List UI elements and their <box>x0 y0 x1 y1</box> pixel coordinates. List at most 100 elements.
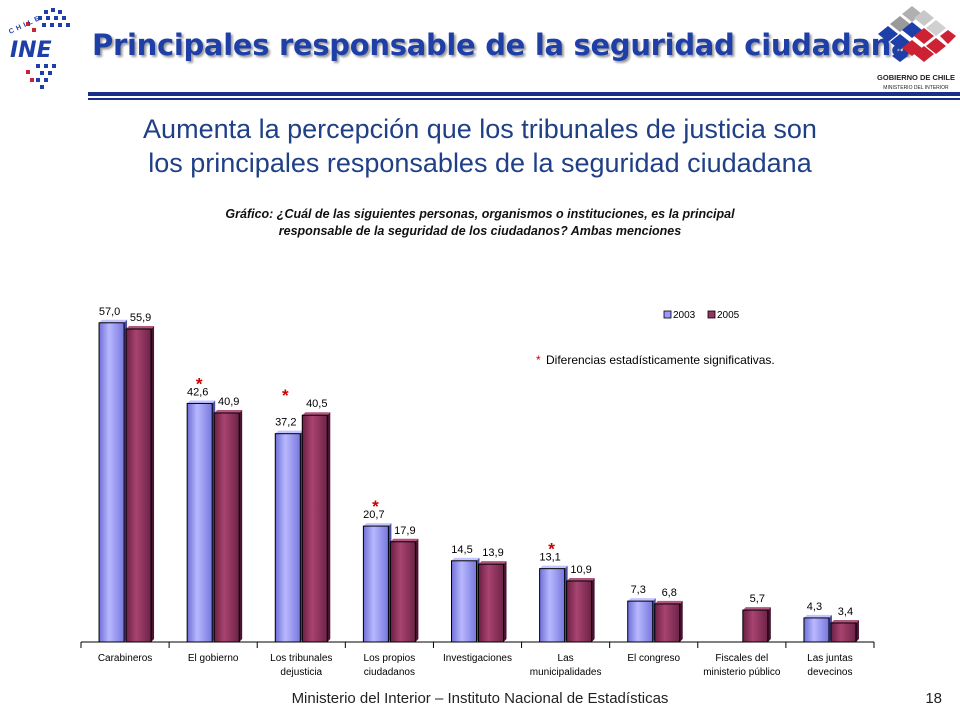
bar-top <box>275 430 304 434</box>
category-label: Las <box>558 653 574 664</box>
bar-2005-3 <box>389 541 416 643</box>
legend-label-2003: 2003 <box>673 310 696 321</box>
gobierno-emblem-icon <box>878 6 956 62</box>
bar-side <box>415 538 419 642</box>
data-label: 7,3 <box>631 584 646 596</box>
bar-top <box>478 561 507 565</box>
bar-2005-6 <box>654 603 681 643</box>
bar-top <box>539 565 568 569</box>
significance-marker: * <box>548 540 555 559</box>
data-label: 14,5 <box>451 544 472 556</box>
bar-top <box>214 409 243 413</box>
data-label: 3,4 <box>838 606 853 618</box>
category-label: Investigaciones <box>443 653 512 664</box>
data-label: 20,7 <box>363 509 384 521</box>
ine-logo: CHILE INE <box>6 4 86 94</box>
bar-2005-7 <box>742 609 769 643</box>
bar-2003-8 <box>803 617 830 643</box>
data-label: 40,9 <box>218 396 239 408</box>
bar-2003-5 <box>539 568 566 643</box>
caption-line-1: Gráfico: ¿Cuál de las siguientes persona… <box>225 207 735 221</box>
data-label: 42,6 <box>187 386 208 398</box>
bar-2005-0 <box>125 328 152 643</box>
bar-top <box>363 523 392 527</box>
chart-caption: Gráfico: ¿Cuál de las siguientes persona… <box>160 206 800 240</box>
bar-top <box>126 325 155 329</box>
bar-2003-2 <box>274 433 301 643</box>
category-label: municipalidades <box>530 667 602 678</box>
bar-side <box>239 409 243 642</box>
ine-dots-icon <box>36 8 70 89</box>
footer-text: Ministerio del Interior – Instituto Naci… <box>291 690 669 707</box>
data-label: 55,9 <box>130 312 151 324</box>
bar-2005-5 <box>566 580 593 643</box>
bar-side <box>591 577 595 642</box>
bar-side <box>327 412 331 642</box>
bar-side <box>151 325 155 642</box>
data-label: 6,8 <box>662 587 677 599</box>
significance-marker: * <box>372 497 379 516</box>
category-label: Carabineros <box>98 653 152 664</box>
data-label: 10,9 <box>570 564 591 576</box>
bar-top <box>99 319 128 323</box>
bar-2003-0 <box>98 322 125 643</box>
data-label: 40,5 <box>306 398 327 410</box>
gobierno-de-chile-logo: GOBIERNO DE CHILE MINISTERIO DEL INTERIO… <box>874 4 958 96</box>
data-label: 13,9 <box>482 547 503 559</box>
bar-2003-4 <box>451 560 477 643</box>
significance-marker: * <box>282 386 289 405</box>
bar-2003-6 <box>627 600 654 643</box>
significance-note-marker: * <box>536 353 541 367</box>
bar-top <box>654 600 683 604</box>
bar-top <box>830 619 859 623</box>
bar-top <box>451 557 480 561</box>
bar-top <box>627 598 656 602</box>
category-label: Las juntas <box>807 653 853 664</box>
caption-line-2: responsable de la seguridad de los ciuda… <box>278 224 682 238</box>
bar-2005-1 <box>213 412 240 643</box>
category-label: El gobierno <box>188 653 239 664</box>
bar-top <box>566 577 595 581</box>
significance-note: Diferencias estadísticamente significati… <box>546 353 775 367</box>
bar-2005-2 <box>301 414 328 643</box>
category-label: Los propios <box>364 653 416 664</box>
significance-marker: * <box>196 374 203 393</box>
subtitle-line-1: Aumenta la percepción que los tribunales… <box>143 114 817 144</box>
legend-swatch-2003 <box>663 310 672 319</box>
bar-2005-8 <box>830 622 857 643</box>
legend-label-2005: 2005 <box>717 310 740 321</box>
bar-side <box>503 561 507 642</box>
subtitle-line-2: los principales responsables de la segur… <box>148 148 812 178</box>
data-label: 13,1 <box>539 552 560 564</box>
bar-top <box>187 400 216 404</box>
ministerio-text: MINISTERIO DEL INTERIOR <box>883 85 949 91</box>
category-label: devecinos <box>807 667 852 678</box>
bar-side <box>679 600 683 642</box>
bar-top <box>742 607 771 611</box>
data-label: 5,7 <box>750 593 765 605</box>
bar-top <box>803 614 832 618</box>
bar-top <box>390 538 419 542</box>
header-rule-thin <box>88 98 960 100</box>
data-label: 37,2 <box>275 417 296 429</box>
data-label: 4,3 <box>807 601 822 613</box>
bar-top <box>302 412 331 416</box>
category-label: Los tribunales <box>270 653 332 664</box>
data-label: 57,0 <box>99 306 120 318</box>
ine-text: INE <box>10 38 52 63</box>
data-label: 17,9 <box>394 525 415 537</box>
bar-2003-3 <box>362 525 389 643</box>
bar-side <box>855 619 859 642</box>
gobierno-text: GOBIERNO DE CHILE <box>877 73 955 82</box>
legend-swatch-2005 <box>707 310 716 319</box>
bar-2005-4 <box>478 563 504 643</box>
category-label: Fiscales del <box>715 653 768 664</box>
category-label: El congreso <box>627 653 680 664</box>
category-label: ministerio público <box>703 667 781 678</box>
page-number: 18 <box>925 690 942 707</box>
category-label: dejusticia <box>280 667 322 678</box>
slide-subtitle: Aumenta la percepción que los tribunales… <box>40 112 920 180</box>
header-rule <box>88 92 960 96</box>
bar-2003-1 <box>186 402 213 643</box>
